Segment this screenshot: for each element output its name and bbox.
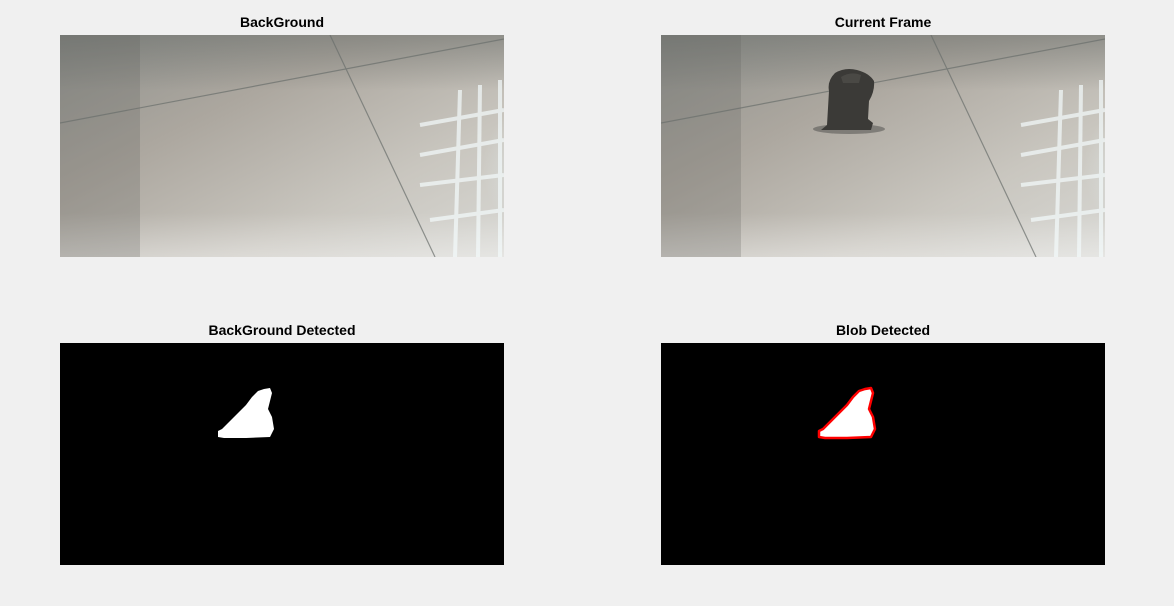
subplot-title: Current Frame [834,14,932,30]
subplot-title: BackGround Detected [208,322,356,338]
subplot-title: Blob Detected [835,322,931,338]
background-image [60,35,504,257]
blob-shape [218,388,274,438]
subplot-current-frame: Current Frame [661,12,1105,258]
subplot-background-detected: BackGround Detected [60,320,504,566]
subplot-blob-detected: Blob Detected [661,320,1105,566]
subplot-title: BackGround [239,14,324,30]
blob-image [661,343,1105,565]
blob-outline [817,386,877,440]
mask-image [60,343,504,565]
current-frame-image [661,35,1105,257]
blob-shape [819,388,875,438]
subplot-background: BackGround [60,12,504,258]
object-shape [813,69,885,134]
